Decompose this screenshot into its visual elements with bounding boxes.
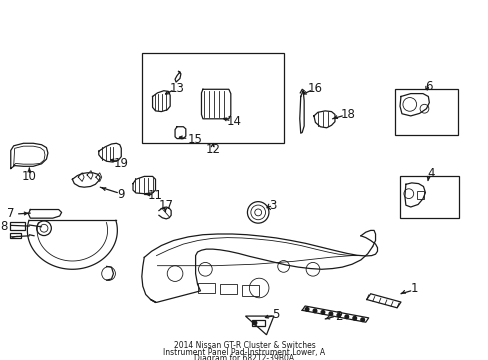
Bar xyxy=(242,285,259,296)
Text: Diagram for 68212-39B0A: Diagram for 68212-39B0A xyxy=(194,354,294,360)
Bar xyxy=(142,53,283,143)
Text: 18: 18 xyxy=(340,108,355,121)
Circle shape xyxy=(336,314,340,317)
Bar xyxy=(198,283,215,293)
Text: 2: 2 xyxy=(334,310,342,323)
Text: 17: 17 xyxy=(159,199,173,212)
Bar xyxy=(220,284,237,294)
Circle shape xyxy=(344,315,348,319)
Text: 5: 5 xyxy=(272,309,280,321)
Bar xyxy=(399,176,458,218)
Text: Instrument Panel Pad-Instrument Lower, A: Instrument Panel Pad-Instrument Lower, A xyxy=(163,348,325,357)
Circle shape xyxy=(252,321,256,325)
Text: 1: 1 xyxy=(410,282,418,295)
Text: 15: 15 xyxy=(187,133,202,146)
Text: 16: 16 xyxy=(307,82,322,95)
Bar xyxy=(10,222,25,230)
Text: 3: 3 xyxy=(268,199,276,212)
Text: 7: 7 xyxy=(7,207,15,220)
Circle shape xyxy=(321,311,324,314)
Bar xyxy=(251,320,264,326)
Text: 11: 11 xyxy=(148,189,163,202)
Text: 4: 4 xyxy=(427,167,434,180)
Text: 8: 8 xyxy=(0,220,8,233)
Text: 10: 10 xyxy=(22,170,37,183)
Text: 19: 19 xyxy=(114,157,128,170)
Circle shape xyxy=(328,312,332,316)
Bar xyxy=(10,233,20,238)
Circle shape xyxy=(305,307,308,311)
Circle shape xyxy=(352,316,356,320)
Text: 12: 12 xyxy=(205,143,220,156)
Circle shape xyxy=(360,318,364,321)
Text: 13: 13 xyxy=(169,82,184,95)
Text: 6: 6 xyxy=(425,80,432,93)
Bar xyxy=(416,191,423,199)
Circle shape xyxy=(312,309,316,312)
Text: 2014 Nissan GT-R Cluster & Switches: 2014 Nissan GT-R Cluster & Switches xyxy=(173,341,315,350)
Text: 14: 14 xyxy=(226,115,241,128)
Text: 9: 9 xyxy=(117,188,125,201)
Bar xyxy=(394,89,457,135)
